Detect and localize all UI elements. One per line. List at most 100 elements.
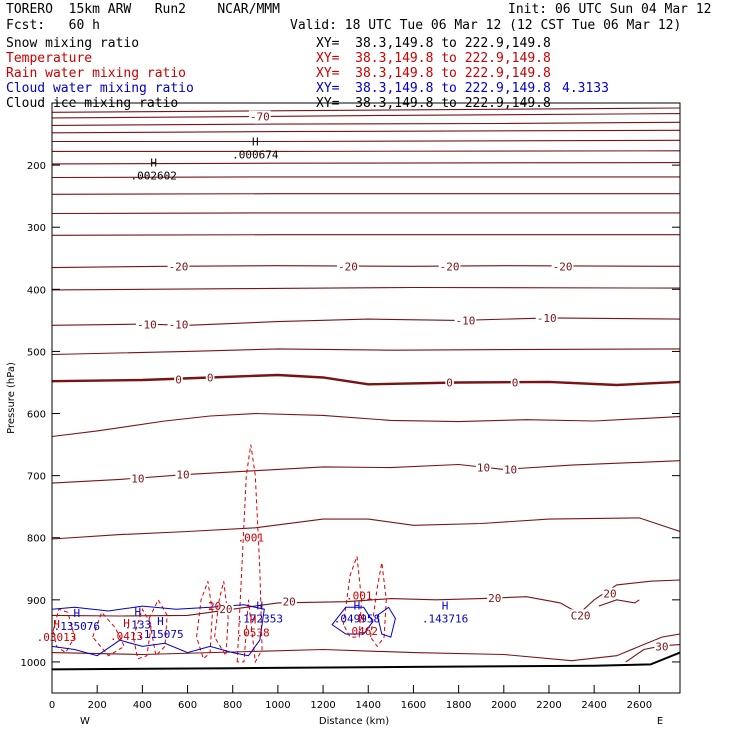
extremum-value-11: .0462: [345, 625, 378, 638]
field-name-snow: Snow mixing ratio: [6, 36, 140, 51]
temperature-contour-1: [52, 113, 680, 119]
y-tick-label-1: 300: [27, 223, 46, 234]
temperature-label-bg-14: [175, 468, 191, 480]
temperature-contour-0: [52, 107, 680, 113]
temperature-contour-14: [52, 348, 680, 356]
y-tick-label-2: 400: [27, 285, 46, 296]
temperature-contour-11: [52, 265, 680, 269]
field-name-cloud-water: Cloud water mixing ratio: [6, 81, 194, 96]
temperature-label-bg-3: [438, 260, 461, 272]
y-tick-label-7: 900: [27, 596, 46, 607]
extremum-value-10: .0538: [236, 627, 269, 640]
temperature-label-bg-2: [337, 260, 359, 272]
temperature-label-bg-18: [281, 595, 297, 607]
extremum-value-2: .135076: [54, 620, 100, 633]
extremum-value-8: .03013: [37, 631, 77, 644]
extremum-marker-10: H: [250, 614, 257, 627]
y-tick-label-0: 200: [27, 161, 46, 172]
field-xy-cloud-water: XY= 38.3,149.8 to 222.9,149.8: [316, 81, 551, 96]
temperature-label-2: -20: [338, 260, 358, 273]
temperature-label-bg-15: [475, 461, 492, 473]
extremum-value-0: .000674: [232, 148, 279, 161]
temperature-contour-5: [52, 150, 680, 152]
rain-water-contour-7: [342, 556, 363, 638]
temperature-contour-12: [52, 286, 680, 291]
temperature-label-bg-21: [569, 609, 592, 621]
temperature-label-6: -10: [169, 319, 189, 332]
temperature-label-bg-13: [130, 472, 146, 484]
x-tick-label-8: 1600: [401, 700, 426, 711]
header-init: Init: 06 UTC Sun 04 Mar 12: [508, 2, 712, 17]
x-tick-label-12: 2400: [581, 700, 606, 711]
x-tick-label-3: 600: [178, 700, 197, 711]
temperature-label-8: -10: [537, 312, 557, 325]
x-axis-title: Distance (km): [319, 716, 389, 727]
extremum-value-4: .115075: [137, 628, 183, 641]
y-tick-label-5: 700: [27, 472, 46, 483]
temperature-contour-8: [52, 193, 680, 195]
temperature-contour-3: [52, 129, 680, 134]
extremum-marker-3: H: [135, 606, 142, 619]
temperature-label-10: 0: [207, 372, 214, 385]
rain-water-contours: [52, 444, 387, 664]
x-end-label-left: W: [80, 716, 90, 727]
extremum-value-13: .001: [346, 589, 373, 602]
temperature-label-bg-16: [502, 463, 519, 475]
rain-water-contour-4: [148, 598, 168, 657]
extremum-value-3: .133: [125, 619, 152, 632]
temperature-contour-4: [52, 139, 680, 143]
temperature-label-13: 10: [131, 473, 144, 486]
header-model: TORERO 15km ARW Run2 NCAR/MMM: [6, 2, 280, 17]
extremum-marker-0: H: [252, 135, 259, 148]
x-tick-label-2: 400: [133, 700, 152, 711]
field-xy-temperature: XY= 38.3,149.8 to 222.9,149.8: [316, 51, 551, 66]
temperature-contour-10: [52, 234, 680, 236]
extremum-value-7: .143716: [422, 612, 468, 625]
extremum-marker-11: H: [358, 612, 365, 625]
temperature-label-0: -70: [250, 111, 270, 124]
rain-water-contour-2: [92, 611, 125, 657]
temperature-contour-15: [52, 373, 680, 387]
temperature-label-12: 0: [512, 376, 519, 389]
temperature-label-bg-10: [205, 371, 215, 383]
temperature-label-bg-11: [445, 376, 454, 388]
rain-water-contour-1: [52, 608, 76, 654]
temperature-label-16: 10: [504, 463, 517, 476]
field-name-rain: Rain water mixing ratio: [6, 66, 187, 81]
temperature-label-bg-19: [487, 591, 503, 603]
field-name-temperature: Temperature: [6, 51, 93, 66]
temperature-contour-9: [52, 212, 680, 215]
temperature-contour-16: [52, 412, 680, 438]
y-axis-title: Pressure (hPa): [6, 362, 17, 434]
rain-water-contour-8: [369, 562, 387, 648]
temperature-contour-18: [52, 517, 680, 540]
temperature-label-bg-4: [551, 260, 574, 272]
cloud-water-contour-1: [331, 606, 374, 635]
temperature-label-11: 0: [446, 376, 453, 389]
temperature-label-bg-0: [248, 110, 271, 122]
header-fcst: Fcst: 60 h: [6, 18, 100, 33]
cloud-water-contour-2: [376, 606, 396, 638]
temperature-contours: [52, 107, 680, 663]
extremum-marker-5: H: [257, 599, 264, 612]
header-valid: Valid: 18 UTC Tue 06 Mar 12 (12 CST Tue …: [290, 18, 682, 33]
extremum-marker-8: H: [53, 618, 60, 631]
plot-frame: [51, 102, 681, 694]
temperature-label-21: C20: [571, 609, 591, 622]
x-tick-label-10: 2000: [491, 700, 516, 711]
temperature-label-bg-22: [654, 640, 670, 652]
temperature-label-bg-6: [167, 318, 190, 330]
extremum-marker-4: H: [157, 615, 164, 628]
temperature-label-bg-1: [167, 260, 190, 272]
extremum-marker-1: H: [150, 157, 157, 170]
x-tick-label-0: 0: [49, 700, 55, 711]
temperature-label-14: 10: [176, 468, 189, 481]
extremum-value-9: .0413: [110, 630, 143, 643]
temperature-label-bg-7: [454, 314, 477, 326]
x-tick-label-7: 1400: [356, 700, 381, 711]
temperature-label-4: -20: [553, 260, 573, 273]
extremum-value-1: .002602: [130, 170, 176, 183]
temperature-label-bg-20: [602, 587, 618, 599]
extremum-marker-2: H: [74, 607, 81, 620]
